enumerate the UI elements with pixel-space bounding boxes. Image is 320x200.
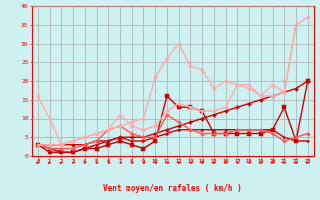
- X-axis label: Vent moyen/en rafales ( km/h ): Vent moyen/en rafales ( km/h ): [103, 184, 242, 193]
